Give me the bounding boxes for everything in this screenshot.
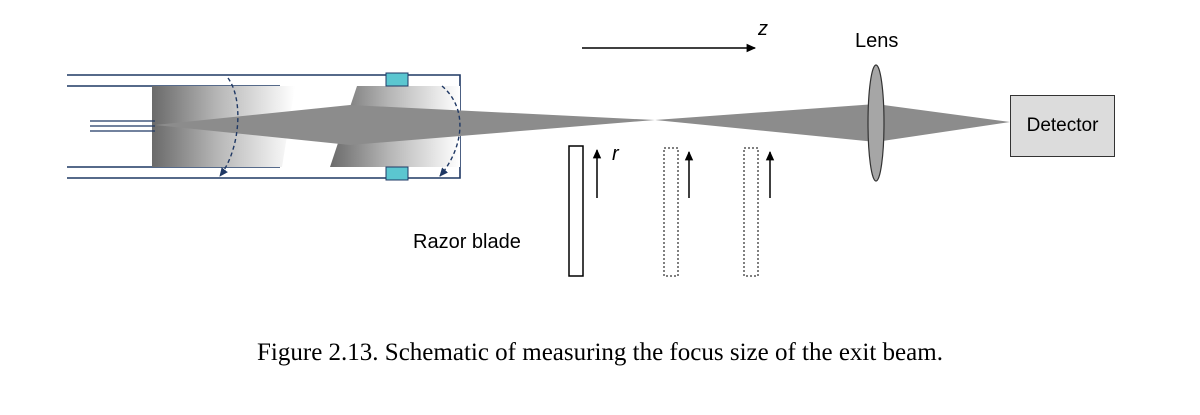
lens-icon bbox=[867, 64, 885, 182]
window-bottom bbox=[385, 166, 409, 181]
window-top bbox=[385, 72, 409, 87]
razor-blade-dotted-2 bbox=[743, 147, 759, 277]
detector-box: Detector bbox=[1010, 95, 1115, 157]
lens-label: Lens bbox=[855, 30, 899, 52]
razor-blade-dotted-1 bbox=[663, 147, 679, 277]
detector-label: Detector bbox=[1026, 115, 1099, 136]
r-axis-label: r bbox=[612, 143, 619, 165]
beam-in bbox=[155, 105, 350, 145]
input-fibers bbox=[90, 120, 155, 132]
beam-converging bbox=[350, 105, 655, 145]
rotation-arrow-left-icon bbox=[219, 77, 239, 177]
z-axis-label: z bbox=[758, 18, 768, 40]
beam-diverging bbox=[655, 104, 876, 142]
beam-to-detector bbox=[876, 104, 1010, 142]
razor-blade-label: Razor blade bbox=[413, 231, 521, 253]
razor-blade-solid bbox=[568, 145, 584, 277]
figure-caption: Figure 2.13. Schematic of measuring the … bbox=[257, 339, 943, 366]
rotation-arrow-right-icon bbox=[439, 85, 461, 177]
